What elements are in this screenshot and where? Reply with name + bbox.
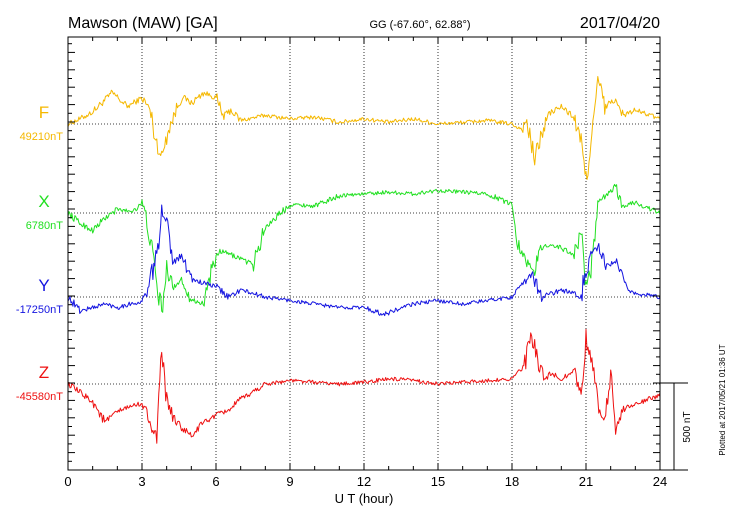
station-coordinates: GG (-67.60°, 62.88°) (369, 19, 470, 31)
series-line-f (67, 76, 661, 180)
grid-lines (68, 37, 660, 470)
plotted-note: Plotted at 2017/05/21 01:36 UT (718, 344, 727, 455)
scale-bar-label: 500 nT (682, 411, 693, 442)
axis-ticks (67, 37, 661, 471)
x-tick-label: 12 (357, 474, 371, 489)
series-labels: F 49210nT X 6780nT Y -17250nT Z -45580nT (16, 103, 63, 403)
x-axis-label: U T (hour) (335, 491, 394, 506)
scale-bar: 500 nT (660, 382, 693, 471)
series-name-y: Y (38, 276, 49, 295)
series-line-y (67, 204, 661, 317)
series-name-f: F (39, 103, 49, 122)
x-tick-label: 6 (212, 474, 219, 489)
series-baseline-x: 6780nT (26, 220, 64, 232)
x-tick-label: 21 (579, 474, 593, 489)
series-baseline-y: -17250nT (16, 304, 63, 316)
x-tick-label: 3 (138, 474, 145, 489)
x-tick-label: 9 (286, 474, 293, 489)
series-layer (67, 76, 661, 444)
chart-title: Mawson (MAW) [GA] (68, 15, 218, 32)
chart-date: 2017/04/20 (580, 15, 660, 32)
series-name-z: Z (39, 363, 49, 382)
x-tick-label: 18 (505, 474, 519, 489)
x-tick-label: 15 (431, 474, 445, 489)
series-baseline-f: 49210nT (20, 131, 64, 143)
series-name-x: X (38, 192, 49, 211)
x-tick-label: 0 (64, 474, 71, 489)
series-baseline-z: -45580nT (16, 391, 63, 403)
x-tick-labels: 0 3 6 9 12 15 18 21 24 (64, 474, 667, 489)
series-line-z (67, 328, 661, 444)
series-line-x (67, 183, 661, 313)
x-tick-label: 24 (653, 474, 667, 489)
